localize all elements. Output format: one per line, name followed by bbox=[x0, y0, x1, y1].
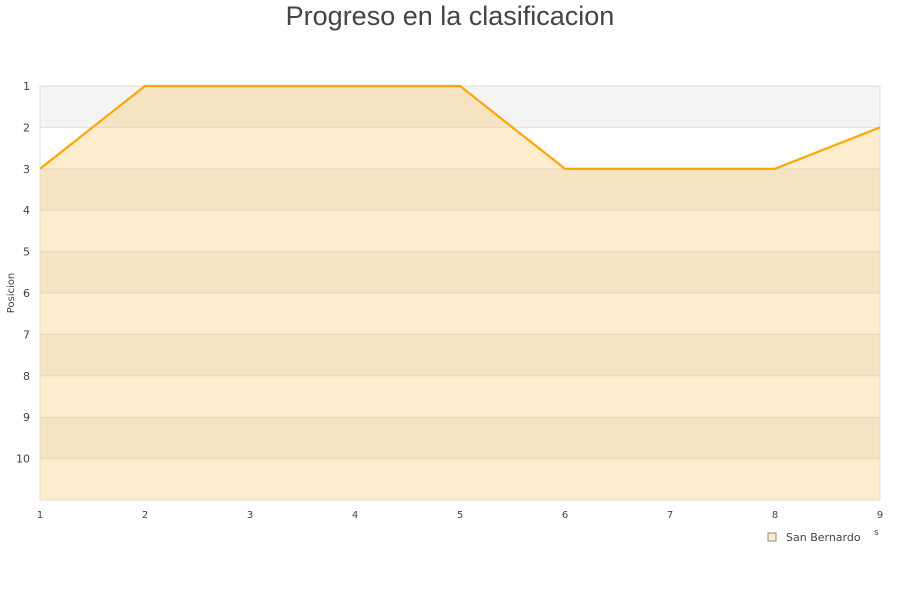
area-band bbox=[40, 334, 880, 376]
x-tick-label: 2 bbox=[142, 510, 148, 521]
y-tick-label: 2 bbox=[23, 121, 30, 134]
y-tick-label: 8 bbox=[23, 370, 30, 383]
chart-title: Progreso en la clasificacion bbox=[285, 1, 615, 31]
y-tick-label: 3 bbox=[23, 163, 30, 176]
x-tick-label: 4 bbox=[352, 510, 358, 521]
x-tick-label: 3 bbox=[247, 510, 253, 521]
y-axis-label: Posicion bbox=[6, 273, 17, 314]
x-axis-label-fragment: s bbox=[874, 528, 879, 538]
area-band bbox=[40, 251, 880, 293]
x-tick-label: 6 bbox=[562, 510, 568, 521]
area-band bbox=[40, 375, 880, 418]
x-tick-label: 7 bbox=[667, 510, 673, 521]
area-band bbox=[40, 417, 880, 459]
y-tick-label: 9 bbox=[23, 411, 30, 424]
area-band bbox=[40, 210, 880, 252]
area-band bbox=[40, 293, 880, 335]
series-line bbox=[39, 84, 881, 170]
x-tick-label: 8 bbox=[772, 510, 778, 521]
legend-label: San Bernardo bbox=[786, 531, 861, 544]
area-band bbox=[40, 458, 880, 500]
x-tick-label: 1 bbox=[37, 510, 43, 521]
area-band bbox=[40, 168, 880, 211]
legend-swatch bbox=[767, 532, 777, 542]
y-tick-label: 4 bbox=[23, 204, 30, 217]
x-tick-label: 9 bbox=[877, 510, 883, 521]
x-tick-label: 5 bbox=[457, 510, 463, 521]
y-tick-label: 5 bbox=[23, 246, 30, 259]
y-tick-label: 10 bbox=[16, 453, 30, 466]
y-tick-label: 7 bbox=[23, 328, 30, 341]
y-tick-label: 1 bbox=[23, 80, 30, 93]
y-tick-label: 6 bbox=[23, 287, 30, 300]
